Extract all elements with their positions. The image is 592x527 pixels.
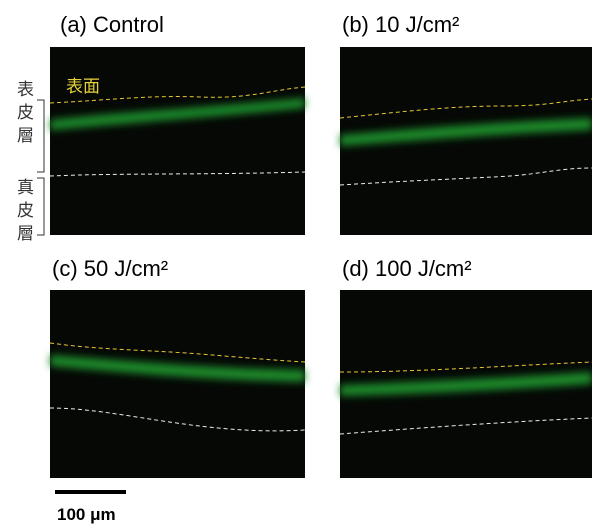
scale-label: 100 μm — [57, 505, 116, 524]
panel-image — [339, 47, 592, 235]
panel-image — [49, 47, 306, 235]
layer-label: 表皮層 — [13, 80, 33, 149]
panel-title: (a) Control — [60, 12, 164, 37]
bracket — [37, 177, 45, 236]
panel-image — [339, 290, 592, 478]
panel-image — [49, 290, 306, 478]
panel-title: (b) 10 J/cm² — [342, 12, 460, 37]
panel-title: (c) 50 J/cm² — [52, 256, 169, 281]
panel-title: (d) 100 J/cm² — [342, 256, 472, 281]
surface-label: 表面 — [66, 77, 100, 97]
bracket — [37, 99, 45, 173]
layer-label: 真皮層 — [13, 178, 33, 247]
